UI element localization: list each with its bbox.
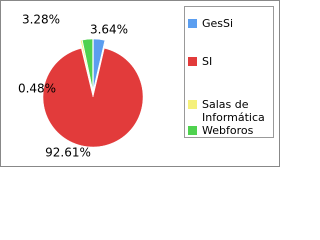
pie-slice bbox=[82, 38, 93, 90]
legend-swatch bbox=[188, 100, 197, 109]
pie-slice bbox=[42, 48, 144, 148]
slice-label: 0.48% bbox=[18, 82, 56, 96]
chart: 3.64% 92.61% 0.48% 3.28% GesSi SI Salas de In… bbox=[0, 0, 280, 167]
slice-label: 3.28% bbox=[22, 13, 60, 27]
legend-item: Webforos bbox=[188, 124, 272, 137]
legend-swatch bbox=[188, 126, 197, 135]
legend-item: GesSi bbox=[188, 17, 272, 30]
legend-label: GesSi bbox=[202, 17, 234, 30]
pie-slice bbox=[93, 38, 106, 90]
legend-swatch bbox=[188, 19, 197, 28]
pie-area: 3.64% 92.61% 0.48% 3.28% bbox=[18, 13, 144, 160]
legend-item: Salas de Informática bbox=[188, 98, 272, 124]
legend-item: SI bbox=[188, 55, 272, 68]
legend: GesSi SI Salas de Informática Webforos bbox=[184, 6, 274, 138]
slice-label: 3.64% bbox=[90, 23, 128, 37]
slice-label: 92.61% bbox=[45, 146, 91, 160]
legend-label: Salas de Informática bbox=[202, 98, 265, 124]
legend-label: SI bbox=[202, 55, 213, 68]
pie-slice bbox=[80, 39, 93, 90]
legend-label: Webforos bbox=[202, 124, 254, 137]
legend-swatch bbox=[188, 57, 197, 66]
